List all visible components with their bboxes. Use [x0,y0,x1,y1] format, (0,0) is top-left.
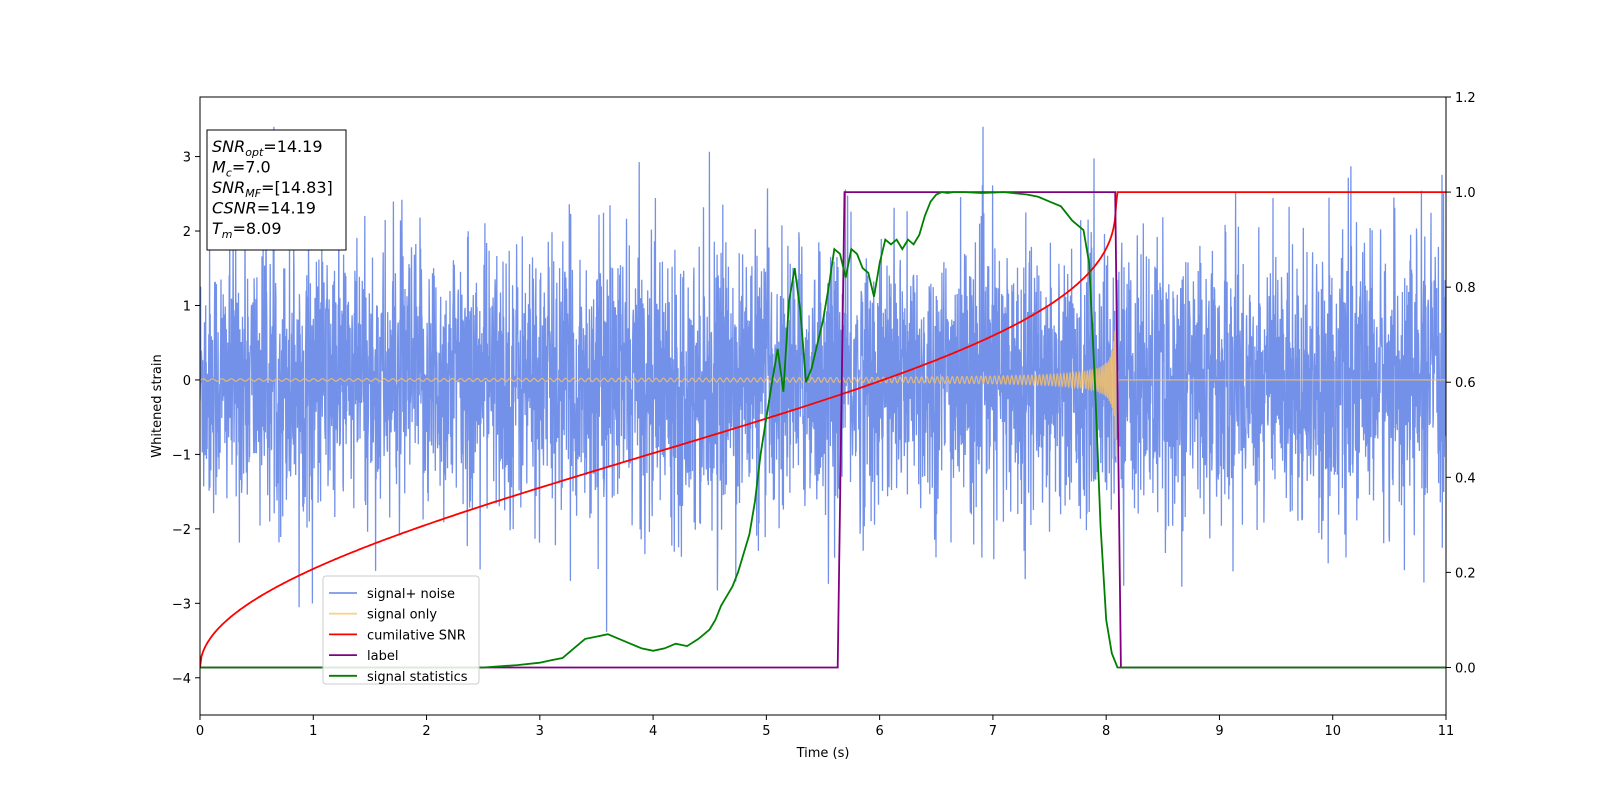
y-left-tick-label: 0 [183,374,191,389]
y-left-tick-label: −2 [172,523,191,538]
y-right-tick-label: 1.0 [1455,186,1476,201]
series-signal-only-line [200,328,1446,457]
x-tick-label: 1 [309,724,317,739]
y-right-tick-label: 0.8 [1455,281,1476,296]
x-tick-label: 0 [196,724,204,739]
info-line: Tm=8.09 [212,219,282,241]
y-left-tick-label: 2 [183,225,191,240]
legend-label: signal only [367,608,437,623]
legend: signal+ noise signal only cumilative SNR la… [322,575,480,685]
series-cumulative-snr-line [200,191,1446,668]
y-left-tick-label: 1 [183,299,191,314]
y-left-tick-label: −4 [172,672,191,687]
x-tick-label: 5 [762,724,770,739]
info-line: CSNR=14.19 [212,199,316,218]
series-signal-statistics-line [200,191,1446,669]
x-tick-label: 10 [1324,724,1341,739]
legend-label: label [367,649,398,664]
x-tick-label: 7 [989,724,997,739]
info-line: Mc=7.0 [212,158,271,180]
x-tick-label: 8 [1102,724,1110,739]
x-tick-label: 4 [649,724,657,739]
info-box: SNRopt=14.19Mc=7.0SNRMF=[14.83]CSNR=14.1… [206,129,347,251]
axes-frame [199,96,1447,716]
series-signal-noise-line [200,126,1446,632]
y-left-tick-label: −3 [172,597,191,612]
legend-label: signal statistics [367,670,468,685]
x-tick-label: 9 [1215,724,1223,739]
y-right-tick-label: 0.4 [1455,471,1476,486]
legend-label: cumilative SNR [367,628,466,643]
y-axis-label: Whitened strain [150,354,165,457]
y-right-tick-label: 0.2 [1455,566,1476,581]
x-tick-label: 3 [536,724,544,739]
y-right-tick-label: 0.0 [1455,661,1476,676]
legend-label: signal+ noise [367,587,455,602]
y-right-tick-label: 1.2 [1455,91,1476,106]
plot-area [200,126,1446,669]
y-left-tick-label: −1 [172,448,191,463]
axes: 0 1 2 3 4 5 6 7 8 9 10 11 −4 −3 −2 −1 0 1 2 3 0.0 0.2 0.4 0.6 0.… [150,91,1476,761]
y-right-tick-label: 0.6 [1455,376,1476,391]
y-left-tick-label: 3 [183,151,191,166]
x-axis-label: Time (s) [796,746,850,761]
legend-frame [322,575,480,685]
x-tick-label: 11 [1438,724,1455,739]
info-line: SNRopt=14.19 [212,137,323,159]
x-tick-label: 6 [875,724,883,739]
info-box-frame [206,129,347,251]
x-tick-label: 2 [422,724,430,739]
info-line: SNRMF=[14.83] [212,178,333,200]
